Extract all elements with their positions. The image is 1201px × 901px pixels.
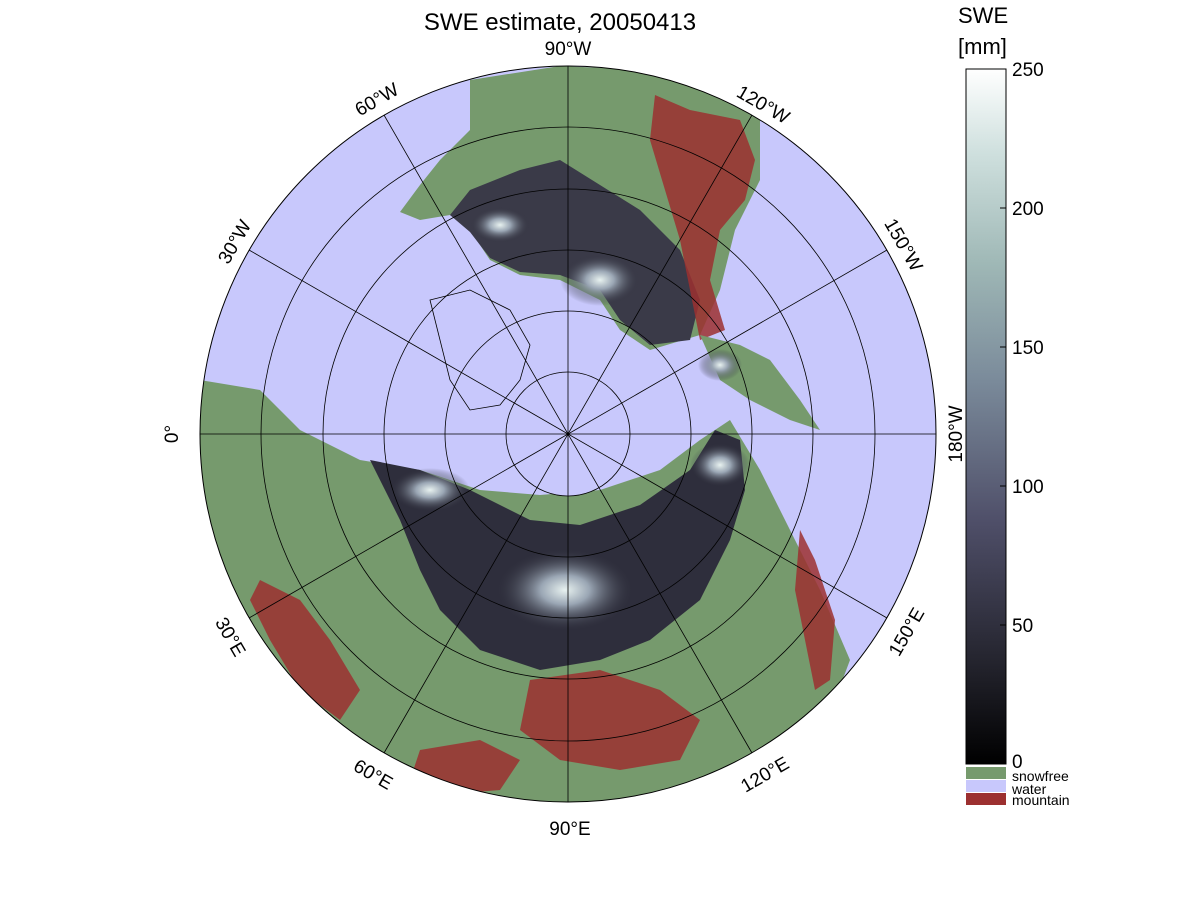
central-asia-mountains [520,670,700,770]
colorbar-tick-250: 250 [1012,60,1044,81]
alaska-snow-peak [698,349,742,381]
legend-swatch-water [966,780,1006,792]
category-legend: snowfree water mountain [966,767,1070,808]
greenland [429,289,531,411]
colorbar-tick-100: 100 [1012,477,1044,498]
colorbar: SWE [mm] 250 200 150 100 50 0 [958,3,1044,773]
legend-label-mountain: mountain [1012,792,1070,808]
colorbar-tick-50: 50 [1012,616,1033,637]
east-siberia-snow-peak [690,443,750,487]
lon-label-60e: 60°E [350,756,396,795]
east-asia-mountains [795,530,835,690]
lon-label-0: 0° [162,425,183,443]
colorbar-tick-150: 150 [1012,338,1044,359]
lon-label-30e: 30°E [210,614,249,660]
scandinavia-snow-peak [390,468,470,512]
labrador-snow-peak [470,207,530,243]
europe-mountains [250,580,360,720]
map-title: SWE estimate, 20050413 [424,9,696,36]
legend-label-water: water [1011,781,1047,797]
colorbar-tick-0: 0 [1012,752,1023,773]
north-america-snow-peak [560,254,640,306]
lon-label-90w: 90°W [545,39,592,60]
colorbar-gradient [965,68,1007,765]
colorbar-title-line2: [mm] [958,34,1007,59]
lon-label-150e: 150°E [885,604,929,660]
colorbar-tick-200: 200 [1012,199,1044,220]
legend-swatch-mountain [966,793,1006,805]
colorbar-title-line1: SWE [958,3,1008,28]
graticule [199,65,937,803]
siberia-snow-peak [495,548,635,632]
legend-swatch-snowfree [966,767,1006,779]
lon-label-180w: 180°W [946,405,967,462]
colorbar-ticks [1000,68,1006,765]
lon-label-90e: 90°E [549,819,590,840]
legend-label-snowfree: snowfree [1012,768,1069,784]
lon-label-120e: 120°E [737,753,793,797]
rocky-mountains [650,95,755,340]
north-america-snow [450,160,700,345]
